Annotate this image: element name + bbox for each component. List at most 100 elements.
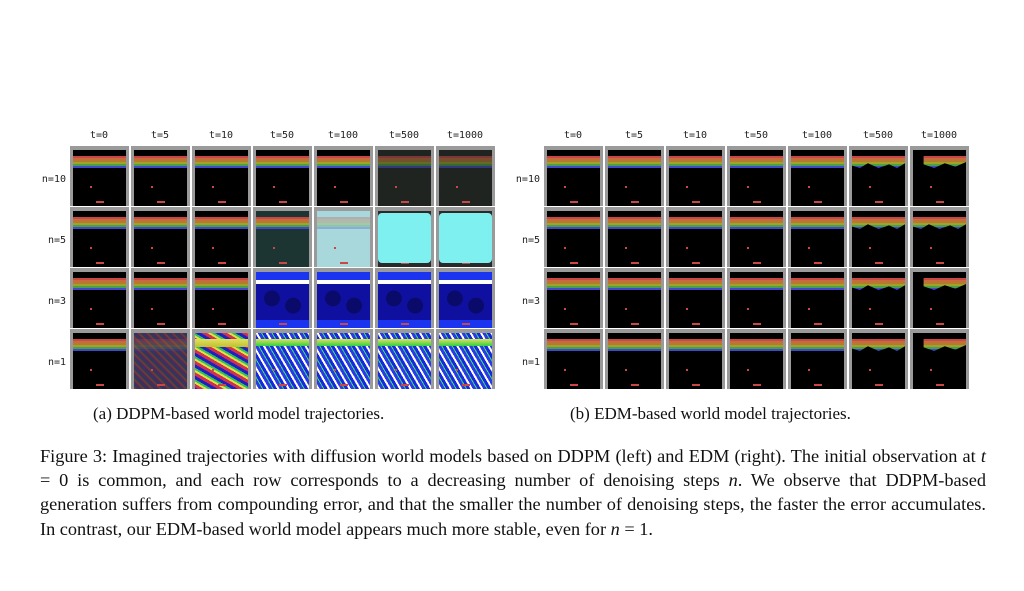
- frame-ball: [334, 369, 336, 371]
- frame-top: [192, 268, 251, 272]
- frame-wall-l: [544, 333, 547, 389]
- frame-wall-r: [966, 211, 969, 267]
- time-label: t=500: [862, 130, 894, 141]
- frame-paddle: [692, 262, 700, 264]
- frame-image: [666, 329, 725, 389]
- frame-image: [436, 329, 495, 389]
- frame-ball: [395, 247, 397, 249]
- frame-wall-l: [849, 333, 852, 389]
- frame-image: [70, 268, 129, 328]
- frame-ball: [747, 247, 749, 249]
- caption-text: . We observe that: [737, 470, 886, 491]
- frame-ball: [869, 247, 871, 249]
- frame-wall-l: [253, 272, 256, 328]
- frame-bricks: [608, 217, 661, 229]
- frame-wall-l: [727, 272, 730, 328]
- frame-bricks: [547, 278, 600, 290]
- frame-bricks: [547, 156, 600, 168]
- frame-bricks: [256, 280, 309, 284]
- frame-bricks: [317, 217, 370, 229]
- frame-bricks: [608, 278, 661, 290]
- frame-image: [666, 207, 725, 267]
- caption-method: DDPM: [885, 470, 939, 491]
- frame-ball: [808, 308, 810, 310]
- frame-top: [314, 329, 373, 333]
- frame-bricks: [791, 339, 844, 351]
- frame-bricks: [134, 278, 187, 290]
- frame-wall-r: [783, 150, 786, 206]
- time-label: t=5: [624, 130, 644, 141]
- frame-top: [605, 268, 664, 272]
- subcaption-text: -based world model trajectories.: [165, 404, 385, 423]
- frame-top: [788, 146, 847, 150]
- frame-wall-l: [314, 333, 317, 389]
- frame-wall-l: [605, 150, 608, 206]
- frame-top: [544, 268, 603, 272]
- frame-wall-l: [910, 272, 913, 328]
- frame-ball: [625, 186, 627, 188]
- frame-top: [314, 146, 373, 150]
- frame-image: [253, 268, 312, 328]
- frame-paddle: [814, 262, 822, 264]
- time-label: t=5: [150, 130, 170, 141]
- frame-wall-r: [722, 272, 725, 328]
- frame-paddle: [875, 262, 883, 264]
- caption-variable: t: [980, 446, 987, 466]
- frame-wall-l: [910, 333, 913, 389]
- frame-image: [436, 146, 495, 206]
- frame-top: [253, 268, 312, 272]
- frame-ball: [212, 247, 214, 249]
- frame-wall-l: [436, 211, 439, 267]
- frame-bricks: [378, 339, 431, 346]
- frame-image: [314, 146, 373, 206]
- frame-top: [314, 268, 373, 272]
- frame-paddle: [692, 323, 700, 325]
- frame-paddle: [218, 323, 226, 325]
- frame-ball: [334, 308, 336, 310]
- time-label: t=0: [563, 130, 583, 141]
- frame-bricks: [256, 217, 309, 229]
- frame-paddle: [462, 262, 470, 264]
- frame-wall-r: [661, 272, 664, 328]
- frame-bricks: [730, 278, 783, 290]
- frame-paddle: [814, 201, 822, 203]
- frame-ball: [564, 308, 566, 310]
- frame-bricks: [317, 280, 370, 284]
- frame-paddle: [401, 384, 409, 386]
- frame-ball: [869, 308, 871, 310]
- frame-wall-r: [309, 211, 312, 267]
- frame-paddle: [631, 201, 639, 203]
- frame-bricks: [439, 339, 492, 346]
- row-label: n=3: [47, 296, 66, 307]
- frame-wall-r: [431, 150, 434, 206]
- frame-ball: [686, 308, 688, 310]
- frame-wall-r: [126, 333, 129, 389]
- frame-top: [436, 329, 495, 333]
- frame-wall-r: [187, 272, 190, 328]
- frame-top: [727, 207, 786, 211]
- frame-wall-l: [131, 150, 134, 206]
- frame-paddle: [936, 201, 944, 203]
- frame-wall-l: [788, 150, 791, 206]
- frame-top: [253, 207, 312, 211]
- frame-top: [849, 268, 908, 272]
- frame-bricks: [134, 156, 187, 168]
- frame-image: [605, 268, 664, 328]
- frame-paddle: [96, 201, 104, 203]
- frame-paddle: [340, 201, 348, 203]
- frame-wall-r: [600, 211, 603, 267]
- frame-bricks: [256, 339, 309, 346]
- frame-wall-l: [605, 333, 608, 389]
- frame-ball: [395, 308, 397, 310]
- frame-image: [788, 329, 847, 389]
- frame-ball: [808, 247, 810, 249]
- frame-ball: [564, 369, 566, 371]
- frame-top: [131, 146, 190, 150]
- frame-top: [605, 207, 664, 211]
- frame-bricks: [669, 217, 722, 229]
- subcaption-a: (a) DDPM-based world model trajectories.: [93, 404, 384, 424]
- frame-image: [70, 207, 129, 267]
- frame-wall-l: [253, 211, 256, 267]
- frame-paddle: [340, 262, 348, 264]
- frame-ball: [456, 369, 458, 371]
